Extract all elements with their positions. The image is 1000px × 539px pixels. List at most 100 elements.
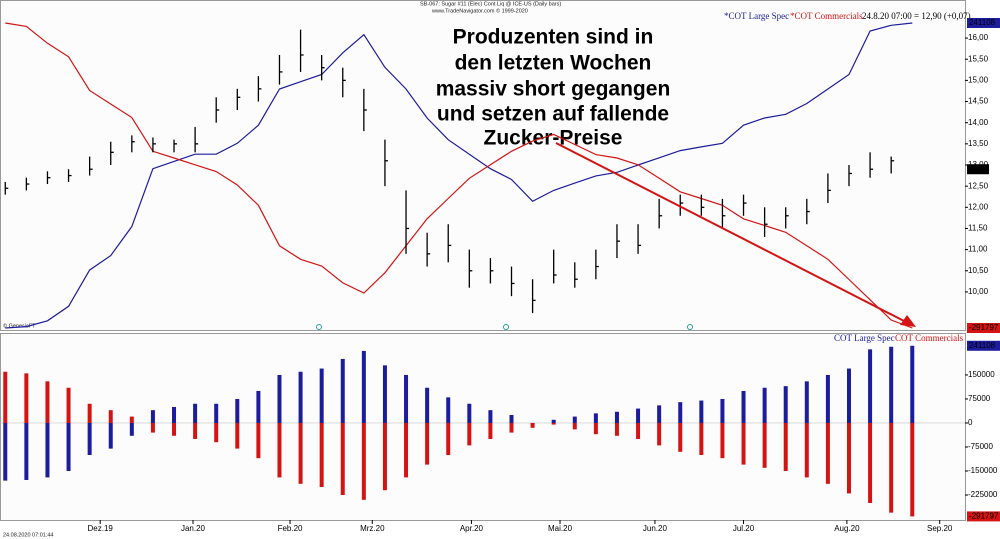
status: 24.8.20 07:00 = 12,90 (+0,07) bbox=[862, 11, 971, 21]
bar bbox=[129, 422, 134, 436]
annotation-line: Zucker-Preise bbox=[484, 127, 623, 150]
timestamp: 24.08.2020 07:01:44 bbox=[3, 532, 53, 538]
x-tick-label: Jan.20 bbox=[181, 524, 206, 533]
bar bbox=[657, 405, 662, 423]
bar bbox=[404, 374, 409, 423]
bar bbox=[3, 422, 8, 481]
bar bbox=[277, 374, 282, 423]
bar bbox=[636, 408, 641, 423]
bar bbox=[45, 381, 50, 423]
bar bbox=[699, 422, 704, 455]
bar bbox=[868, 422, 873, 504]
bar bbox=[741, 422, 746, 465]
y-tick-label: 12,00 bbox=[968, 202, 989, 211]
bar bbox=[467, 422, 472, 446]
y-tick-label: 0 bbox=[968, 418, 973, 427]
bar bbox=[825, 422, 830, 484]
event-marker bbox=[687, 324, 693, 330]
bar bbox=[319, 422, 324, 488]
x-tick-label: Sep.20 bbox=[927, 524, 953, 533]
x-tick-label: Apr.20 bbox=[460, 524, 484, 533]
trend-line bbox=[555, 142, 907, 323]
bar bbox=[741, 390, 746, 423]
bar bbox=[24, 373, 29, 423]
event-marker bbox=[316, 324, 322, 330]
bar bbox=[720, 422, 725, 459]
x-tick-label: Jun.20 bbox=[643, 524, 668, 533]
bar bbox=[868, 349, 873, 423]
bar bbox=[783, 386, 788, 423]
y-tick-label: 11,00 bbox=[968, 245, 988, 254]
last-price-box bbox=[967, 164, 989, 175]
bar bbox=[551, 422, 556, 425]
bar bbox=[720, 398, 725, 423]
last-value-label: 241108 bbox=[969, 341, 996, 350]
bar bbox=[488, 422, 493, 439]
x-tick-label: Jul.20 bbox=[733, 524, 755, 533]
bar bbox=[425, 422, 430, 465]
y-tick-label: 75000 bbox=[968, 394, 991, 403]
bar bbox=[150, 410, 155, 423]
y-tick-label: 150000 bbox=[968, 370, 995, 379]
bar bbox=[87, 403, 92, 423]
bar bbox=[425, 387, 430, 423]
bar bbox=[530, 422, 535, 428]
y-tick-label: 15,50 bbox=[968, 54, 989, 63]
bar bbox=[214, 422, 219, 443]
bar bbox=[340, 358, 345, 423]
cot-panel bbox=[0, 333, 966, 521]
arrow-head bbox=[900, 315, 916, 327]
event-marker bbox=[503, 324, 509, 330]
bar bbox=[889, 422, 894, 513]
last-value-box bbox=[967, 511, 1000, 522]
last-value-label: -291797 bbox=[969, 512, 999, 521]
price-panel bbox=[0, 0, 966, 331]
bar bbox=[66, 387, 71, 423]
y-tick-label: 14,50 bbox=[968, 97, 989, 106]
bar bbox=[509, 422, 514, 433]
bar bbox=[762, 422, 767, 468]
last-value-label: -291797 bbox=[969, 323, 999, 332]
y-tick-label: -150000 bbox=[968, 466, 998, 475]
legend-entry: *COT Large Spec bbox=[724, 11, 789, 21]
bar bbox=[593, 422, 598, 435]
bar bbox=[783, 422, 788, 472]
trend-arrow bbox=[555, 142, 916, 327]
bar bbox=[235, 398, 240, 423]
bar bbox=[678, 402, 683, 423]
annotation: Produzenten sind in den letzten Wochen m… bbox=[436, 26, 671, 150]
bar bbox=[488, 410, 493, 423]
bar bbox=[66, 422, 71, 472]
bar bbox=[446, 422, 451, 455]
bar bbox=[572, 422, 577, 430]
y-tick-label: 10,00 bbox=[968, 287, 989, 296]
bar bbox=[678, 422, 683, 452]
bar bbox=[804, 422, 809, 478]
overlay-line bbox=[5, 22, 913, 329]
bar bbox=[298, 422, 303, 484]
bar bbox=[846, 368, 851, 423]
x-tick-label: Feb.20 bbox=[278, 524, 303, 533]
bar bbox=[404, 422, 409, 478]
y-tick-label: 11,50 bbox=[968, 224, 988, 233]
bar bbox=[551, 419, 556, 423]
annotation-line: Produzenten sind in bbox=[453, 26, 654, 49]
header: SB-067: Sugar #11 (Elec) Cont Liq @ ICE-… bbox=[420, 1, 561, 7]
bar bbox=[889, 346, 894, 423]
legend-top: *COT Large Spec *COT Commercials 24.8.20… bbox=[724, 11, 971, 21]
plot-layer: 10,0010,5011,0011,5012,0012,5013,0013,50… bbox=[0, 18, 1000, 533]
last-value-box bbox=[967, 323, 1000, 333]
y-tick-label: 13,50 bbox=[968, 139, 989, 148]
y-tick-label: 16,00 bbox=[968, 33, 989, 42]
last-value-box bbox=[967, 18, 1000, 28]
bar bbox=[193, 422, 198, 439]
bar bbox=[825, 374, 830, 423]
annotation-line: massiv short gegangen bbox=[436, 78, 671, 101]
bar bbox=[614, 411, 619, 423]
last-price-label: 12,90 bbox=[968, 164, 989, 173]
bar bbox=[319, 368, 324, 423]
bar bbox=[593, 413, 598, 423]
bar bbox=[804, 381, 809, 423]
x-tick-label: Mrz.20 bbox=[360, 524, 385, 533]
bar bbox=[256, 422, 261, 459]
